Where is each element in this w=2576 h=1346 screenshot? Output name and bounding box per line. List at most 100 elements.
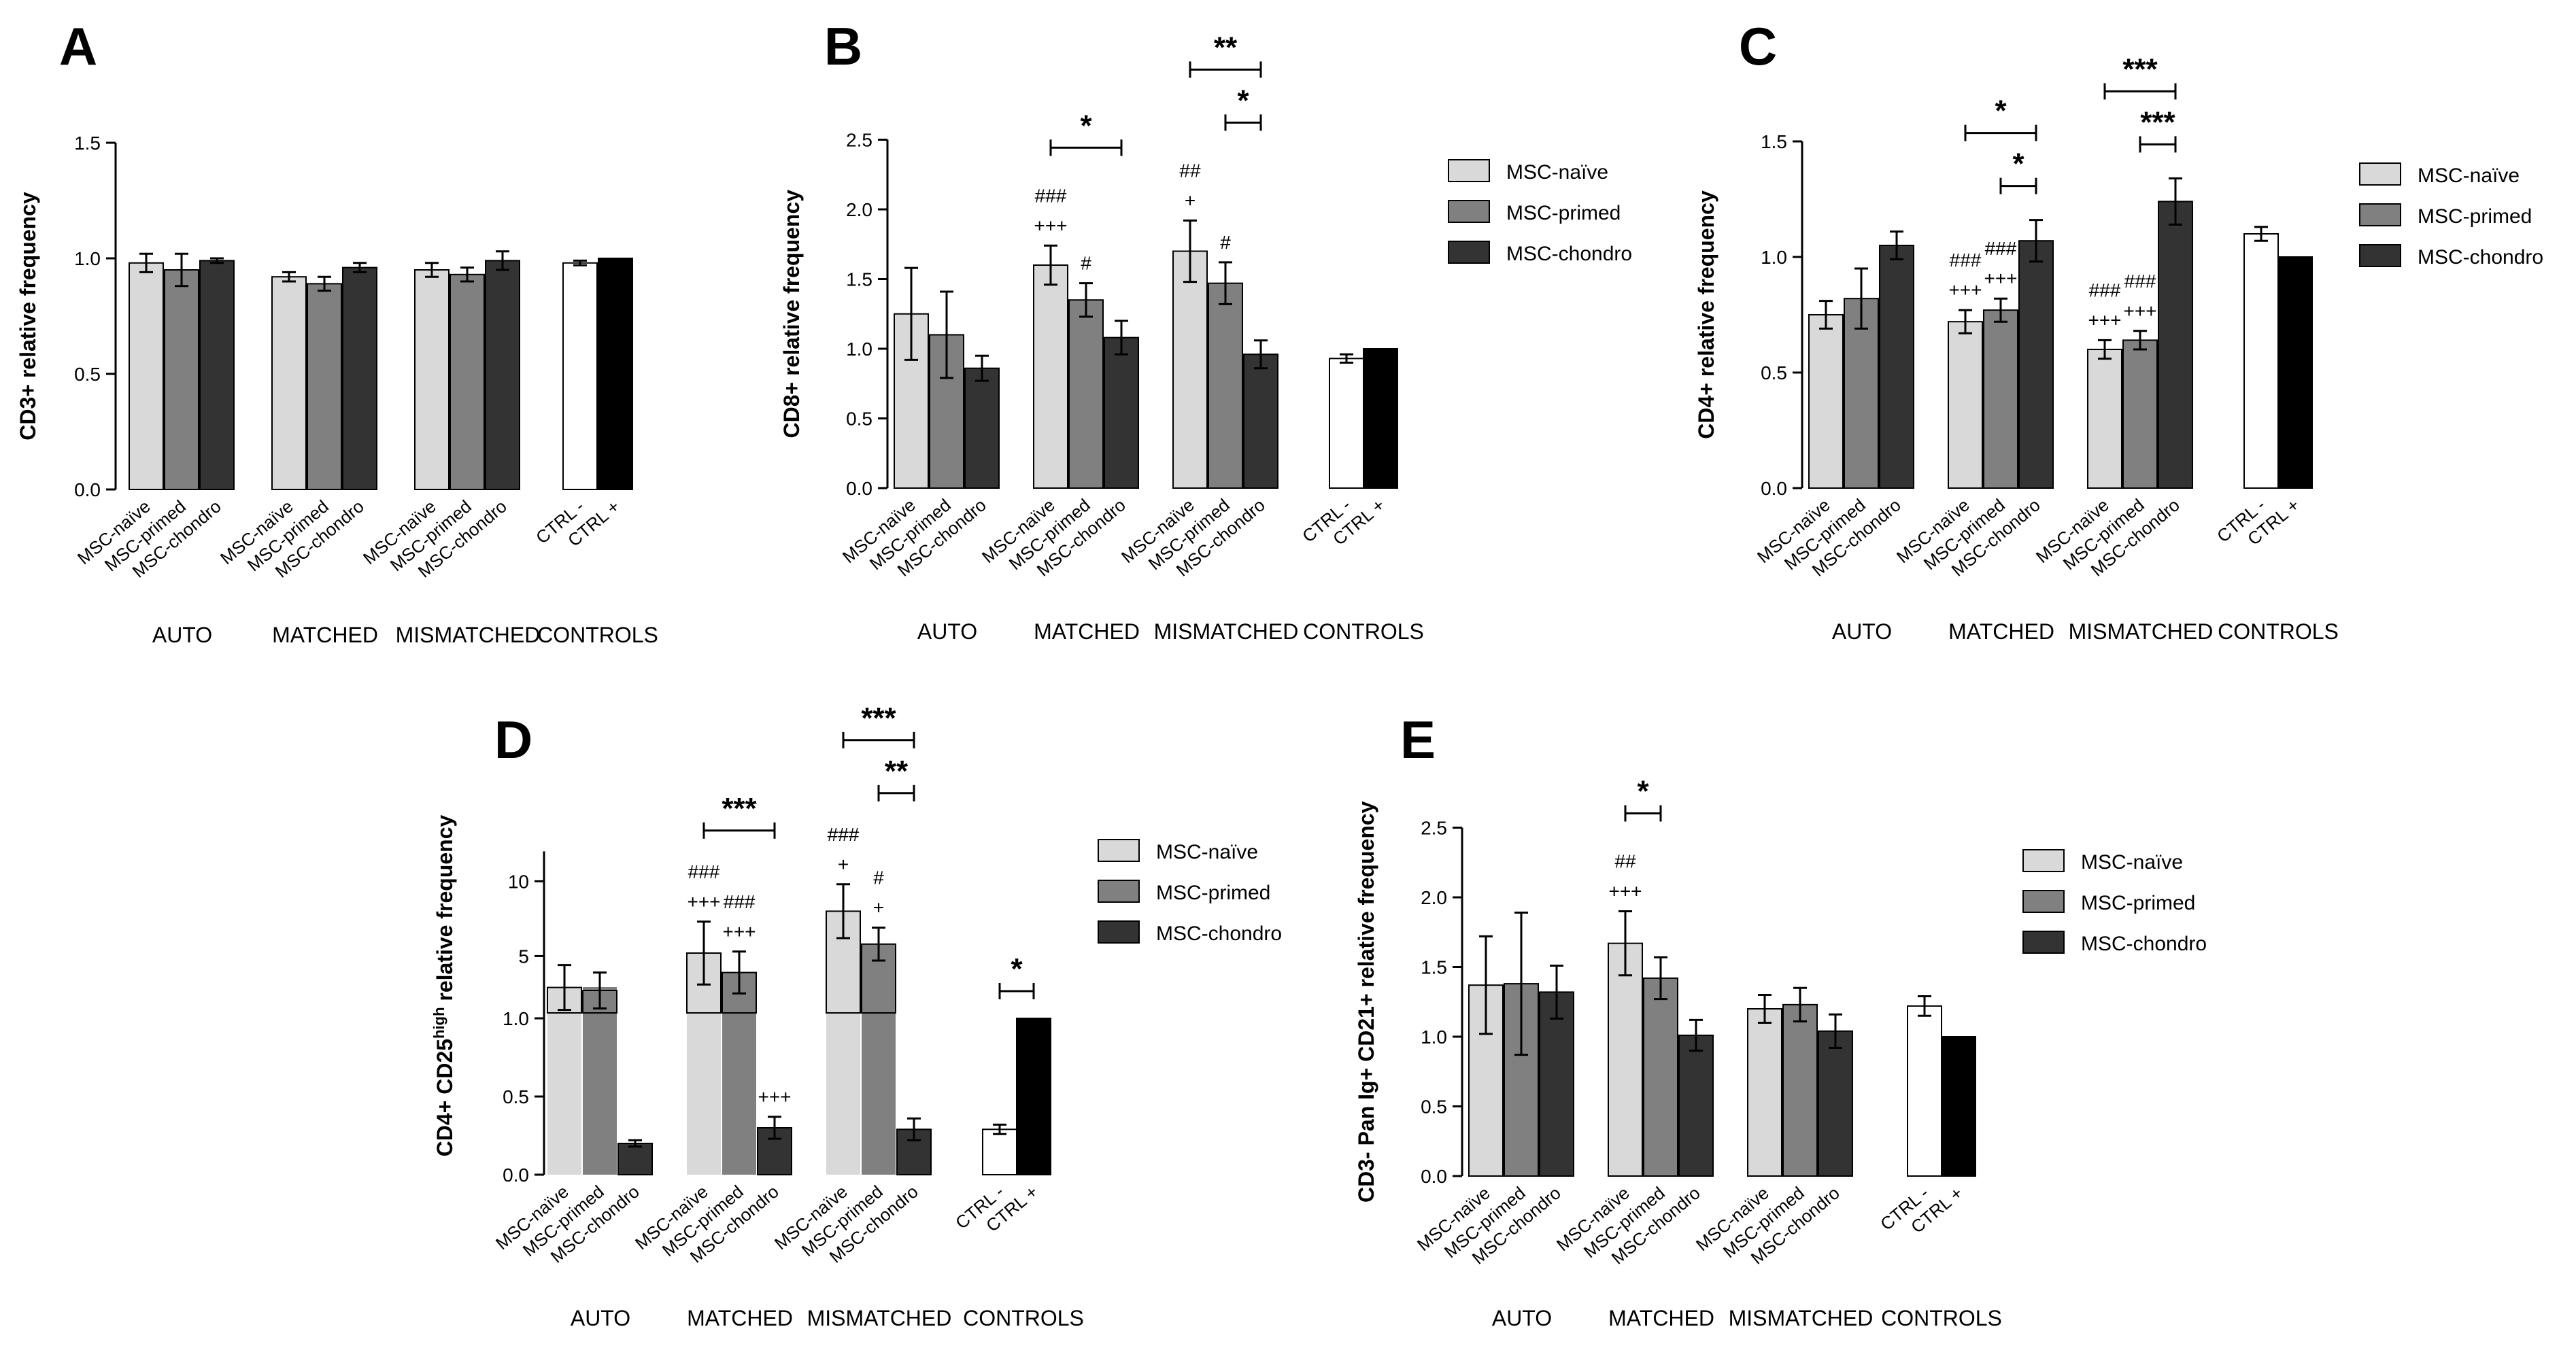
y-tick-label: 2.0 bbox=[846, 199, 872, 220]
y-axis-label: CD8+ relative frequency bbox=[779, 190, 804, 438]
y-tick-label: 1.0 bbox=[1761, 247, 1787, 268]
legend-label: MSC-primed bbox=[2081, 892, 2195, 914]
group-label: AUTO bbox=[1492, 1306, 1552, 1330]
significance-marker: + bbox=[1185, 190, 1196, 211]
legend-label: MSC-chondro bbox=[1506, 243, 1632, 265]
bar bbox=[1879, 245, 1914, 489]
panel-e: E 0.0 0.5 1.0 1.5 2.0 2.5 CD3- Pan Ig+ CD21+ re… bbox=[1354, 710, 2207, 1330]
panel-letter: D bbox=[494, 710, 532, 770]
legend-label: MSC-primed bbox=[2418, 205, 2532, 228]
y-tick-label: 1.5 bbox=[74, 133, 101, 154]
legend-swatch bbox=[1098, 880, 1140, 903]
group-label: MATCHED bbox=[1608, 1306, 1714, 1330]
bar bbox=[1068, 299, 1104, 489]
y-tick-label: 0.5 bbox=[1761, 362, 1787, 383]
y-tick-label: 1.0 bbox=[1421, 1026, 1447, 1048]
y-axis-label-main: CD4+ CD25 bbox=[433, 1039, 457, 1156]
y-tick-label: 1.5 bbox=[846, 269, 872, 290]
legend-swatch bbox=[1098, 839, 1140, 862]
bar bbox=[2158, 201, 2193, 489]
bar bbox=[414, 269, 450, 490]
legend-label: MSC-chondro bbox=[1156, 922, 1282, 945]
bar bbox=[1208, 282, 1243, 489]
significance-marker: ### bbox=[828, 824, 860, 845]
y-tick-label: 0.5 bbox=[503, 1086, 529, 1107]
significance-marker: # bbox=[1220, 232, 1231, 253]
significance-stars: *** bbox=[722, 792, 757, 825]
bar bbox=[1782, 1003, 1818, 1177]
legend-swatch bbox=[2359, 244, 2401, 267]
legend-label: MSC-naïve bbox=[1506, 161, 1608, 184]
significance-marker: ## bbox=[1614, 851, 1636, 872]
y-axis-label: CD4+ CD25high relative frequency bbox=[430, 814, 457, 1156]
legend-swatch bbox=[1098, 920, 1140, 944]
bar bbox=[2018, 240, 2054, 489]
bar bbox=[1033, 264, 1068, 489]
bar bbox=[199, 260, 235, 490]
significance-marker: ### bbox=[2124, 271, 2156, 292]
bar-lower bbox=[547, 987, 581, 1175]
legend-label: MSC-naïve bbox=[2418, 165, 2520, 187]
bar bbox=[1172, 250, 1208, 489]
y-tick-label: 1.0 bbox=[503, 1008, 529, 1029]
group-label: CONTROLS bbox=[537, 623, 658, 647]
group-label: CONTROLS bbox=[963, 1306, 1084, 1330]
control-bar bbox=[982, 1128, 1017, 1176]
control-bar bbox=[1016, 1018, 1051, 1175]
significance-marker: +++ bbox=[722, 921, 756, 942]
significance-marker: ## bbox=[1179, 160, 1201, 181]
bar bbox=[1844, 298, 1879, 489]
significance-marker: +++ bbox=[2123, 300, 2156, 322]
significance-stars: * bbox=[2012, 148, 2024, 181]
control-bar bbox=[1907, 1005, 1942, 1177]
y-tick-label: 0.0 bbox=[74, 479, 101, 500]
y-axis-label-rest: relative frequency bbox=[433, 814, 457, 1007]
y-tick-label: 10 bbox=[508, 871, 529, 892]
y-tick-label: 0.0 bbox=[846, 478, 872, 499]
legend-swatch bbox=[2022, 931, 2065, 954]
group-label: MISMATCHED bbox=[2069, 619, 2214, 644]
legend-swatch bbox=[1448, 159, 1490, 182]
bar bbox=[1808, 314, 1844, 489]
y-axis-label: CD3+ relative frequency bbox=[16, 192, 40, 441]
legend-label: MSC-naïve bbox=[1156, 841, 1258, 863]
y-tick-label: 2.5 bbox=[1421, 818, 1447, 839]
bar-lower bbox=[722, 987, 756, 1175]
y-tick-label: 5 bbox=[518, 946, 529, 967]
bar bbox=[757, 1127, 792, 1175]
significance-marker: +++ bbox=[2088, 309, 2121, 330]
bar bbox=[164, 269, 199, 490]
legend-label: MSC-primed bbox=[1506, 202, 1621, 224]
bar bbox=[1608, 942, 1643, 1177]
bar-lower bbox=[687, 987, 721, 1175]
group-label: MISMATCHED bbox=[396, 623, 541, 647]
significance-stars: * bbox=[1995, 94, 2007, 128]
group-label: CONTROLS bbox=[1303, 619, 1424, 644]
bar bbox=[1747, 1008, 1782, 1177]
bar bbox=[1104, 336, 1139, 489]
significance-stars: * bbox=[1011, 952, 1023, 986]
legend-label: MSC-primed bbox=[1156, 882, 1270, 904]
group-label: AUTO bbox=[917, 619, 977, 644]
group-label: MATCHED bbox=[1034, 619, 1140, 644]
bar bbox=[1643, 977, 1678, 1177]
panel-c: C 0.0 0.5 1.0 1.5 CD4+ relative frequency MSC-… bbox=[1694, 16, 2543, 644]
significance-marker: ### bbox=[2089, 279, 2121, 300]
significance-stars: * bbox=[1080, 109, 1092, 142]
bar bbox=[1468, 984, 1504, 1177]
significance-stars: * bbox=[1637, 775, 1649, 808]
group-label: AUTO bbox=[1832, 619, 1892, 644]
panel-letter: A bbox=[59, 16, 97, 76]
significance-marker: +++ bbox=[1948, 279, 1982, 300]
y-tick-label: 0.5 bbox=[74, 364, 101, 385]
significance-marker: + bbox=[838, 854, 849, 875]
bar bbox=[617, 1143, 653, 1175]
legend-swatch bbox=[1448, 200, 1490, 223]
legend-swatch bbox=[2359, 203, 2401, 226]
bar bbox=[450, 273, 485, 490]
group-label: MISMATCHED bbox=[807, 1306, 952, 1330]
group-label: CONTROLS bbox=[1881, 1306, 2002, 1330]
significance-marker: ### bbox=[724, 891, 756, 912]
y-tick-label: 0.5 bbox=[846, 409, 872, 430]
